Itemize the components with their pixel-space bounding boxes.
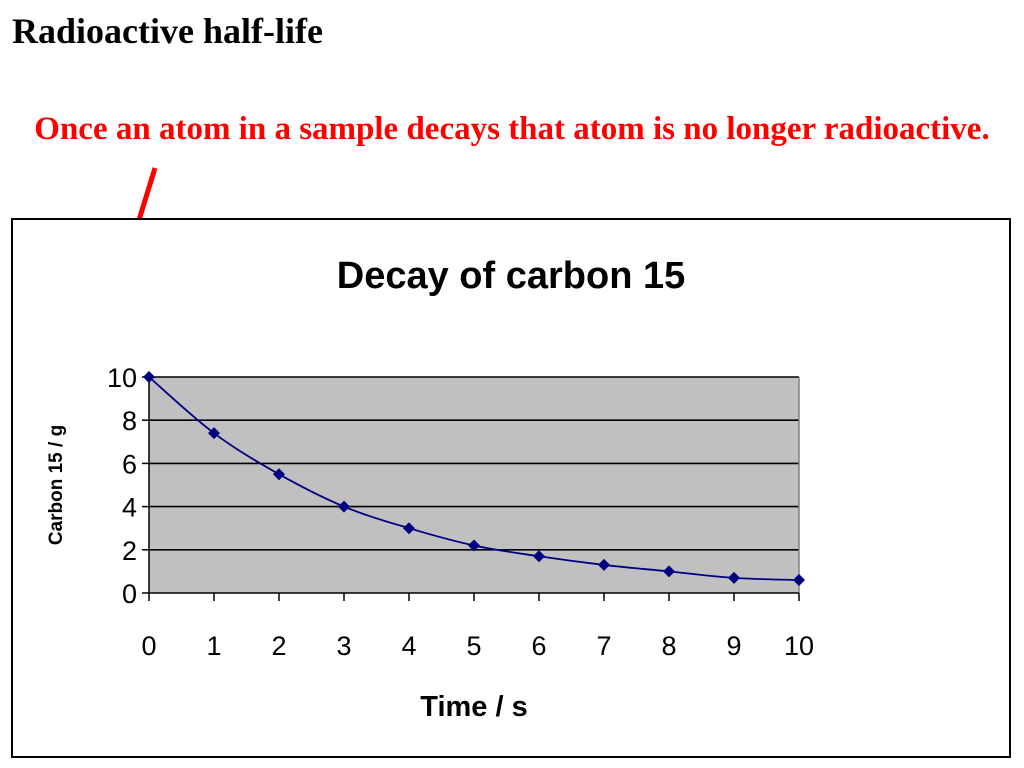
data-point: [663, 565, 675, 578]
x-axis-label: Time / s: [420, 691, 527, 723]
y-tick-label: 8: [122, 406, 137, 436]
x-tick-labels: 0 1 2 3 4 5 6 7 8 9 10: [141, 593, 814, 661]
data-point: [208, 427, 220, 440]
x-tick-label: 9: [726, 631, 741, 661]
y-tick-label: 0: [122, 579, 137, 609]
slide-title: Radioactive half-life: [12, 11, 323, 51]
y-tick-label: 10: [107, 363, 137, 393]
grid-lines: [149, 376, 800, 593]
slide-subtitle: Once an atom in a sample decays that ato…: [34, 111, 990, 147]
data-point: [273, 468, 285, 481]
data-point: [598, 558, 610, 571]
x-tick-label: 0: [141, 631, 156, 661]
data-point: [533, 550, 545, 563]
data-point: [468, 539, 480, 552]
x-tick-label: 2: [271, 631, 286, 661]
y-tick-label: 4: [122, 493, 137, 523]
y-tick-labels: 0 2 4 6 8 10: [107, 363, 149, 609]
y-tick-label: 2: [122, 536, 137, 566]
x-tick-label: 6: [531, 631, 546, 661]
data-point: [728, 571, 740, 584]
x-tick-label: 10: [784, 631, 814, 661]
y-axis-label: Carbon 15 / g: [46, 425, 67, 545]
x-tick-label: 8: [661, 631, 676, 661]
plot-area: [149, 377, 799, 593]
x-tick-label: 7: [596, 631, 611, 661]
x-tick-label: 1: [206, 631, 221, 661]
data-point: [403, 522, 415, 535]
x-tick-label: 3: [336, 631, 351, 661]
data-point: [793, 574, 805, 587]
series-markers: [143, 371, 805, 587]
pointer-line: [136, 167, 158, 221]
data-point: [143, 371, 155, 383]
chart-frame: Decay of carbon 15 0 2 4 6 8 10 0 1 2 3 4 5 6 7 8 9 10 …: [11, 218, 1011, 758]
x-tick-label: 4: [401, 631, 416, 661]
chart-title: Decay of carbon 15: [337, 255, 685, 297]
x-tick-label: 5: [466, 631, 481, 661]
data-point: [338, 500, 350, 513]
y-tick-label: 6: [122, 449, 137, 479]
